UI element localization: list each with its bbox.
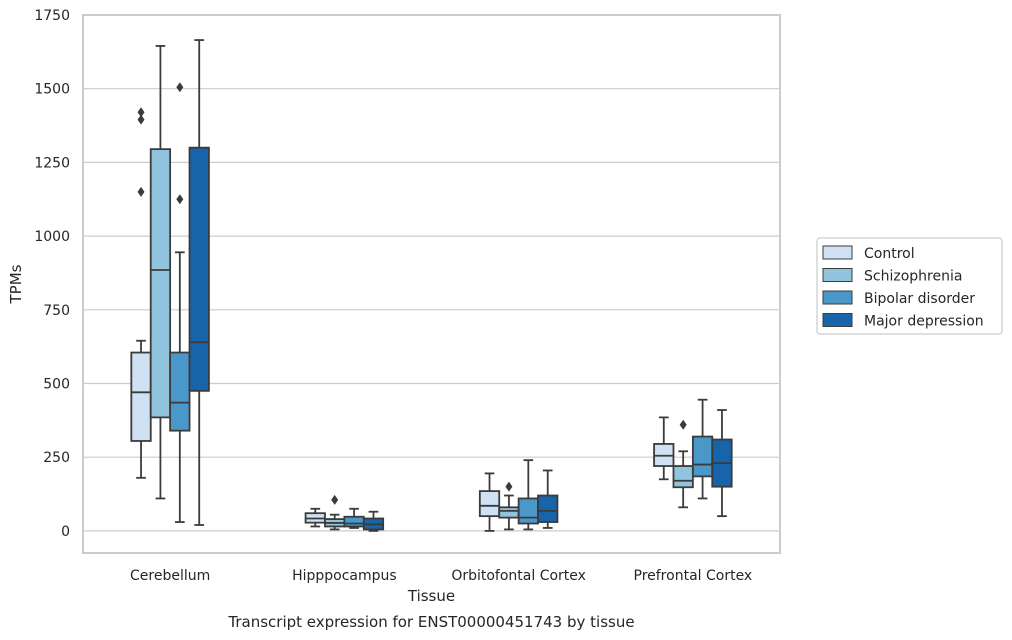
x-tick-label: Hipppocampus: [292, 568, 397, 584]
box-3-2: [691, 398, 714, 500]
box-iqr: [343, 515, 365, 528]
box-1-3: [362, 510, 385, 532]
x-axis-label: Tissue: [407, 587, 455, 605]
outlier-point: [176, 82, 184, 93]
legend-swatch: [822, 313, 853, 327]
outlier-point: [331, 494, 339, 505]
plot-area-frame: [82, 14, 781, 554]
legend-entry-label: Schizophrenia: [864, 269, 962, 285]
box-3-3: [711, 409, 733, 518]
outlier-point: [137, 107, 145, 118]
legend-entry-label: Control: [864, 246, 915, 262]
box-iqr: [537, 494, 559, 523]
box-1-1: [324, 494, 346, 531]
box-3-0: [653, 416, 675, 481]
boxes-layer: [130, 39, 733, 532]
y-tick-label: 1250: [34, 155, 70, 171]
y-axis-label: TPMs: [7, 264, 25, 304]
y-tick-label: 500: [43, 376, 70, 392]
legend-swatch: [822, 245, 853, 260]
y-tick-label: 250: [43, 450, 70, 466]
y-tick-labels: 0 250 500 750 1000 1250 1500 1750: [34, 8, 70, 540]
outlier-point: [137, 114, 145, 125]
box-1-2: [343, 507, 365, 529]
legend-frame: [816, 237, 1003, 335]
legend-swatch: [822, 290, 853, 305]
x-tick-label: Cerebellum: [130, 568, 210, 584]
box-iqr: [188, 146, 210, 392]
box-iqr: [169, 351, 191, 432]
box-0-3: [188, 39, 210, 526]
box-3-1: [672, 419, 694, 509]
y-tick-label: 1000: [34, 229, 70, 245]
outlier-point: [176, 194, 184, 205]
chart-caption: Transcript expression for ENST0000045174…: [227, 613, 634, 631]
outlier-point: [679, 419, 687, 430]
y-tick-label: 0: [61, 524, 70, 540]
box-iqr: [130, 351, 152, 442]
legend: Control Schizophrenia Bipolar disorder Majo…: [816, 237, 1003, 335]
box-iqr: [691, 435, 714, 478]
box-0-1: [149, 45, 172, 500]
box-iqr: [498, 506, 520, 519]
grid-lines: [83, 14, 780, 532]
outlier-point: [505, 481, 513, 492]
box-iqr: [478, 490, 501, 518]
y-tick-label: 750: [43, 303, 70, 319]
legend-swatch: [822, 268, 853, 282]
x-tick-labels: Cerebellum Hipppocampus Orbitofontal Corte…: [130, 568, 752, 584]
box-2-1: [498, 481, 520, 531]
box-iqr: [517, 497, 539, 525]
y-tick-label: 1750: [34, 8, 70, 24]
legend-entry-label: Major depression: [864, 314, 984, 330]
y-tick-label: 1500: [34, 82, 70, 98]
box-2-0: [478, 472, 501, 532]
x-tick-label: Orbitofontal Cortex: [451, 568, 586, 584]
box-2-3: [537, 469, 559, 529]
box-iqr: [672, 465, 694, 489]
box-iqr: [149, 148, 172, 419]
legend-entry-label: Bipolar disorder: [864, 291, 975, 307]
x-tick-label: Prefrontal Cortex: [634, 568, 753, 584]
box-0-0: [130, 107, 152, 479]
box-2-2: [517, 459, 539, 531]
outlier-point: [137, 186, 145, 197]
box-1-0: [304, 507, 326, 528]
box-0-2: [169, 82, 191, 523]
